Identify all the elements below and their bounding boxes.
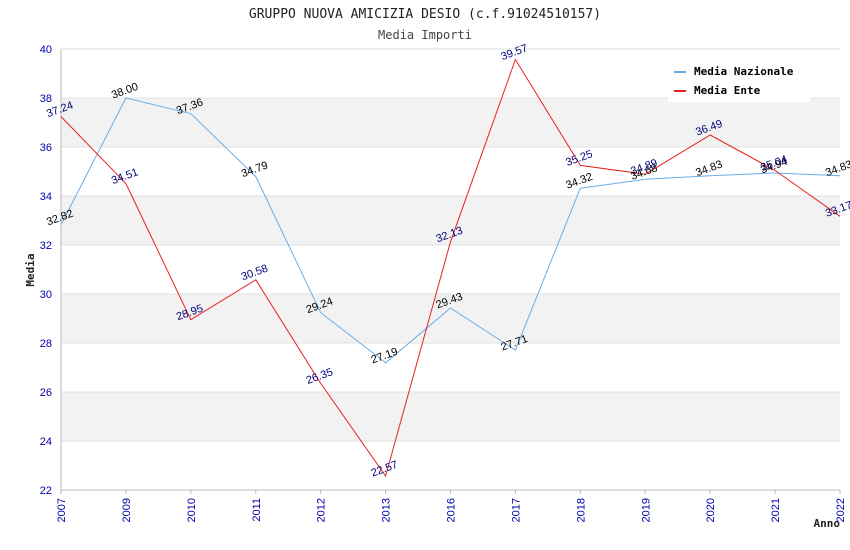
series-line-ente bbox=[60, 58, 841, 478]
grid-lines bbox=[61, 48, 840, 491]
background-band bbox=[61, 294, 840, 343]
x-tick-label: 2021 bbox=[770, 498, 782, 522]
x-tick-label: 2009 bbox=[121, 498, 133, 522]
background-bands bbox=[61, 98, 840, 441]
chart-title: GRUPPO NUOVA AMICIZIA DESIO (c.f.9102451… bbox=[249, 7, 601, 22]
y-tick-label: 38 bbox=[40, 93, 52, 105]
y-tick-label: 34 bbox=[40, 191, 52, 203]
x-axis-label: Anno bbox=[814, 517, 841, 530]
y-tick-label: 22 bbox=[40, 485, 52, 497]
legend-label-ente: Media Ente bbox=[694, 84, 761, 97]
data-label: 34.51 bbox=[110, 166, 140, 187]
x-tick-label: 2012 bbox=[316, 498, 328, 522]
x-tick-label: 2016 bbox=[446, 498, 458, 522]
data-label: 27.19 bbox=[370, 346, 400, 367]
y-tick-label: 30 bbox=[40, 289, 52, 301]
data-label: 34.83 bbox=[824, 158, 850, 179]
x-tick-label: 2022 bbox=[835, 498, 847, 522]
x-tick-label: 2019 bbox=[640, 498, 652, 522]
x-tick-label: 2018 bbox=[575, 498, 587, 522]
data-label: 39.57 bbox=[499, 42, 529, 63]
data-label: 26.35 bbox=[305, 366, 335, 387]
legend-box bbox=[668, 58, 810, 102]
x-tick-label: 2020 bbox=[705, 498, 717, 522]
x-tick-label: 2010 bbox=[186, 498, 198, 522]
background-band bbox=[61, 196, 840, 245]
series-line-nazionale bbox=[60, 97, 841, 364]
y-tick-label: 36 bbox=[40, 142, 52, 154]
series-lines bbox=[60, 58, 841, 478]
data-label: 34.32 bbox=[564, 171, 594, 192]
legend: Media Nazionale Media Ente bbox=[668, 58, 810, 102]
x-tick-label: 2017 bbox=[510, 498, 522, 522]
background-band bbox=[61, 392, 840, 441]
x-tick-labels: 2007 2009 2010 2011 2012 2013 2016 2017 2018 2019… bbox=[56, 490, 847, 522]
x-tick-label: 2007 bbox=[56, 498, 68, 522]
legend-label-naz: Media Nazionale bbox=[694, 65, 794, 78]
x-tick-label: 2013 bbox=[381, 498, 393, 522]
data-label: 35.25 bbox=[564, 148, 594, 169]
y-tick-labels: 22 24 26 28 30 32 34 36 38 40 bbox=[40, 44, 52, 497]
data-label: 22.57 bbox=[370, 459, 400, 480]
y-tick-label: 24 bbox=[40, 436, 52, 448]
y-tick-label: 40 bbox=[40, 44, 52, 56]
y-tick-label: 28 bbox=[40, 338, 52, 350]
data-label: 34.79 bbox=[240, 159, 270, 180]
x-tick-label: 2011 bbox=[251, 498, 263, 522]
chart-subtitle: Media Importi bbox=[378, 28, 472, 42]
y-tick-label: 32 bbox=[40, 240, 52, 252]
y-axis-label: Media bbox=[24, 253, 37, 286]
background-band bbox=[61, 98, 840, 147]
y-tick-label: 26 bbox=[40, 387, 52, 399]
